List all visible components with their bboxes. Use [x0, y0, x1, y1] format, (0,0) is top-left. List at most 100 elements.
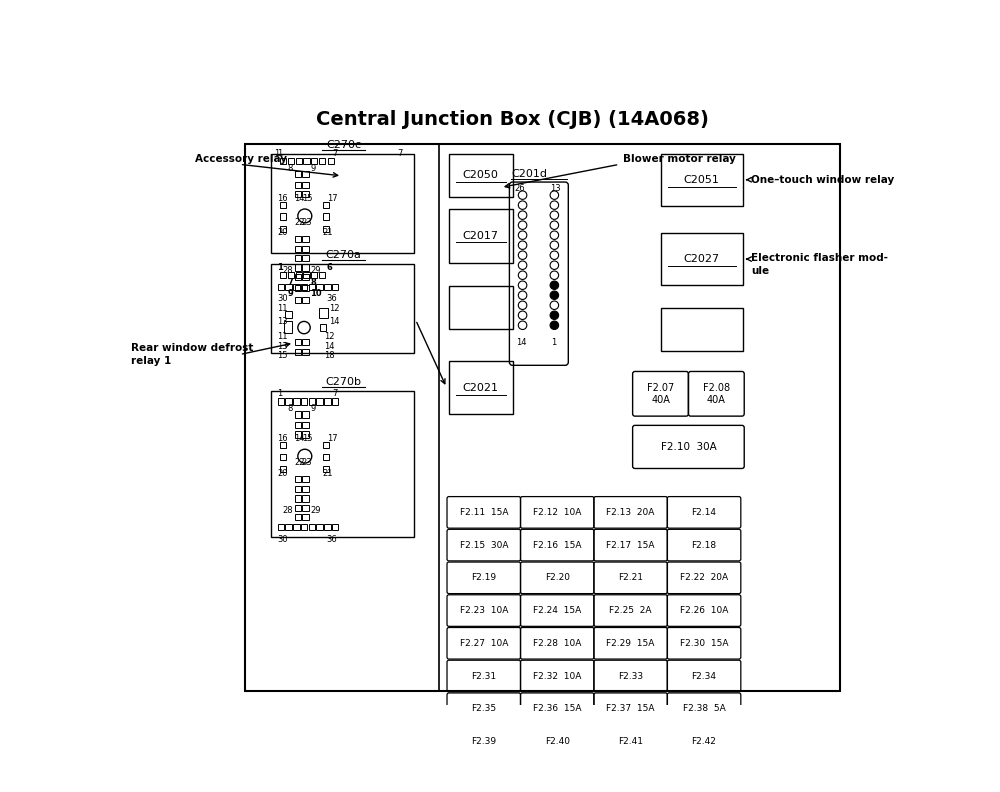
Bar	[324, 398, 331, 405]
Bar	[323, 214, 329, 219]
Text: F2.10  30A: F2.10 30A	[661, 442, 716, 452]
Bar	[288, 158, 294, 164]
Circle shape	[550, 281, 559, 289]
Bar	[295, 349, 301, 356]
Text: 17: 17	[327, 434, 337, 443]
Text: 22: 22	[294, 218, 304, 227]
Text: 11: 11	[277, 332, 287, 341]
Bar	[324, 524, 331, 530]
Bar	[449, 209, 512, 263]
Text: C2050: C2050	[463, 170, 499, 180]
Bar	[288, 272, 294, 278]
Bar	[295, 255, 301, 261]
Bar	[280, 442, 286, 448]
Bar	[278, 398, 284, 405]
Bar	[449, 286, 512, 329]
Bar	[302, 432, 309, 438]
Text: C2021: C2021	[463, 383, 499, 393]
Text: F2.26  10A: F2.26 10A	[680, 606, 728, 615]
Text: 7: 7	[397, 149, 402, 158]
Bar	[319, 158, 325, 164]
Circle shape	[550, 291, 559, 299]
Text: 14: 14	[329, 317, 339, 326]
Text: Accessory relay: Accessory relay	[195, 154, 287, 164]
Bar	[332, 398, 338, 405]
Text: 16: 16	[277, 434, 288, 443]
Bar	[295, 422, 301, 428]
Bar	[280, 214, 286, 219]
Text: 8: 8	[310, 278, 316, 287]
Text: F2.25  2A: F2.25 2A	[609, 606, 652, 615]
Text: 15: 15	[277, 351, 287, 360]
Text: 29: 29	[310, 506, 321, 516]
Bar	[295, 411, 301, 417]
Bar	[295, 236, 301, 242]
Bar	[271, 390, 414, 537]
Bar	[302, 495, 309, 501]
Text: F2.20: F2.20	[545, 573, 570, 582]
Text: F2.23  10A: F2.23 10A	[460, 606, 508, 615]
Text: F2.36  15A: F2.36 15A	[533, 704, 581, 714]
Text: 7: 7	[332, 149, 337, 158]
Bar	[302, 411, 309, 417]
Bar	[661, 233, 743, 285]
Bar	[295, 273, 301, 280]
Text: 14: 14	[294, 434, 304, 443]
Bar	[302, 297, 309, 303]
Bar	[293, 524, 300, 530]
Text: 23: 23	[302, 218, 312, 227]
Text: F2.32  10A: F2.32 10A	[533, 672, 581, 680]
Text: 22: 22	[294, 458, 304, 467]
Text: 13: 13	[550, 185, 561, 193]
Text: 13: 13	[277, 317, 288, 326]
Bar	[302, 171, 309, 177]
Text: F2.38  5A: F2.38 5A	[683, 704, 725, 714]
Bar	[303, 158, 310, 164]
Bar	[323, 466, 329, 472]
Text: 21: 21	[322, 469, 333, 478]
Bar	[295, 265, 301, 271]
Text: 29: 29	[310, 266, 321, 275]
Bar	[271, 264, 414, 353]
Text: 1: 1	[277, 263, 283, 272]
Circle shape	[550, 311, 559, 319]
Text: Blower motor relay: Blower motor relay	[623, 154, 735, 164]
Bar	[311, 272, 317, 278]
Bar	[295, 339, 301, 345]
Text: 6: 6	[327, 263, 333, 272]
Bar	[285, 311, 292, 318]
Text: 20: 20	[277, 228, 287, 238]
Bar	[280, 202, 286, 208]
Text: 9: 9	[310, 164, 315, 173]
Bar	[295, 171, 301, 177]
Text: 10: 10	[310, 289, 322, 299]
Text: 9: 9	[287, 289, 293, 299]
Text: F2.41: F2.41	[618, 737, 643, 746]
Text: 13: 13	[277, 341, 288, 351]
Text: C270b: C270b	[326, 377, 362, 386]
Text: 15: 15	[302, 434, 312, 443]
Circle shape	[550, 321, 559, 329]
Text: 7: 7	[287, 278, 293, 287]
Text: F2.16  15A: F2.16 15A	[533, 541, 581, 550]
Bar	[316, 524, 323, 530]
Bar	[320, 325, 326, 330]
Text: 7: 7	[332, 390, 337, 398]
Text: 30: 30	[277, 535, 288, 544]
Text: 28: 28	[283, 266, 293, 275]
Bar	[295, 432, 301, 438]
Text: F2.14: F2.14	[692, 508, 717, 517]
Bar	[295, 476, 301, 482]
Bar	[328, 158, 334, 164]
Text: F2.42: F2.42	[692, 737, 716, 746]
Text: Rear window defrost
relay 1: Rear window defrost relay 1	[131, 343, 254, 366]
Bar	[303, 272, 310, 278]
Bar	[302, 349, 309, 356]
Text: F2.19: F2.19	[471, 573, 496, 582]
Bar	[280, 158, 286, 164]
Text: C270c: C270c	[326, 140, 361, 150]
Text: 11: 11	[277, 304, 287, 313]
Bar	[295, 514, 301, 520]
Text: 20: 20	[277, 469, 287, 478]
Text: F2.33: F2.33	[618, 672, 643, 680]
